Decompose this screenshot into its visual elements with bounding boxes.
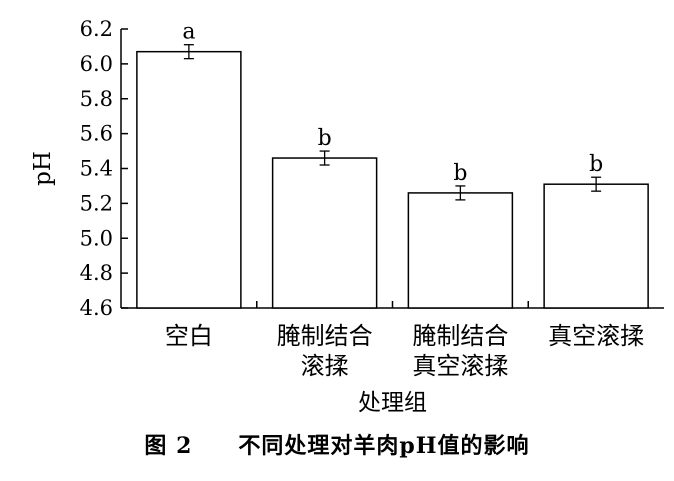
category-label: 腌制结合: [277, 322, 373, 350]
y-tick-label: 5.0: [80, 226, 113, 250]
category-label: 滚揉: [301, 352, 349, 380]
significance-label: a: [182, 20, 195, 45]
y-tick-label: 4.6: [80, 296, 113, 320]
labels: 4.64.85.05.25.45.65.86.06.2 a空白b腌制结合滚揉b腌制…: [80, 17, 645, 380]
significance-label: b: [589, 152, 603, 177]
y-tick-label: 6.0: [80, 52, 113, 76]
category-label: 真空滚揉: [548, 322, 644, 350]
category-label: 空白: [165, 322, 213, 350]
figure-caption: 图 2 不同处理对羊肉pH值的影响: [144, 433, 530, 459]
bar: [271, 157, 378, 309]
bar: [136, 50, 242, 309]
bars: [136, 44, 649, 309]
y-tick-label: 5.6: [80, 122, 113, 146]
category-label: 腌制结合: [412, 322, 508, 350]
x-axis-title: 处理组: [358, 390, 427, 416]
y-tick-label: 5.2: [80, 191, 113, 215]
y-tick-label: 6.2: [80, 17, 113, 41]
category-label: 真空滚揉: [412, 352, 508, 380]
y-axis-title: pH: [30, 151, 56, 186]
significance-label: b: [318, 126, 332, 151]
bar-chart: 4.64.85.05.25.45.65.86.06.2 a空白b腌制结合滚揉b腌制…: [30, 17, 664, 416]
bar: [543, 183, 649, 309]
y-tick-label: 5.8: [80, 87, 113, 111]
y-tick-label: 5.4: [80, 157, 113, 181]
significance-label: b: [453, 161, 467, 186]
y-tick-label: 4.8: [80, 261, 113, 285]
bar: [407, 192, 514, 309]
